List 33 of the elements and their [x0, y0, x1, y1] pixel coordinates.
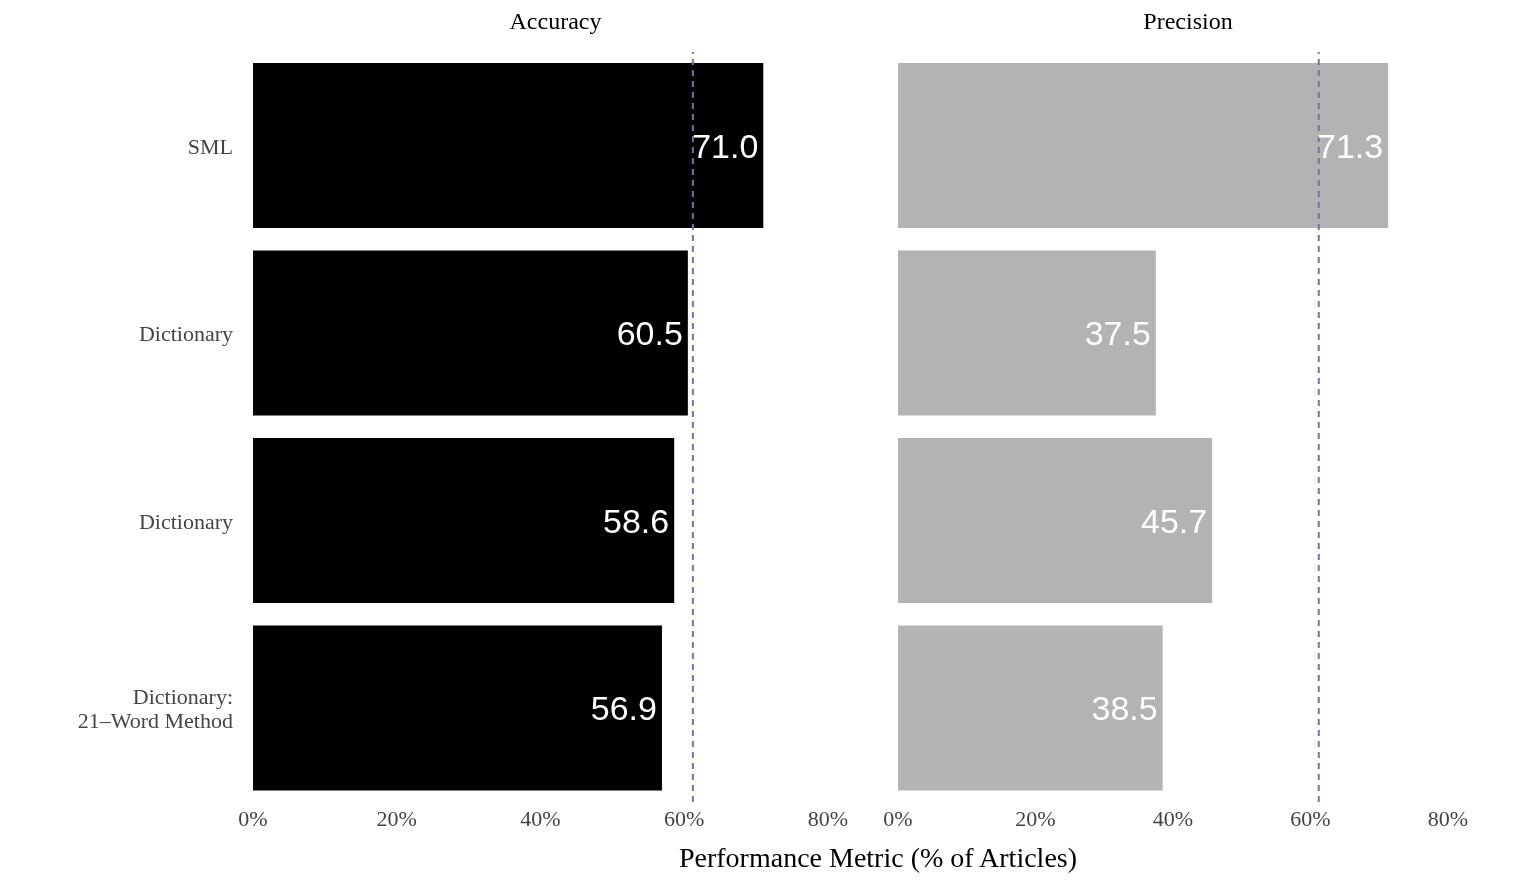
x-tick-label: 40% [520, 805, 561, 831]
data-label: 60.5 [616, 314, 683, 353]
x-tick-label: 40% [1152, 805, 1194, 831]
x-tick-label: 80% [1427, 805, 1469, 831]
x-tick-label: 0% [238, 805, 268, 831]
data-label: 56.9 [590, 689, 657, 728]
x-axis-title: Performance Metric (% of Articles) [677, 842, 1079, 874]
x-tick-label: 60% [664, 805, 705, 831]
bar [898, 625, 1163, 791]
x-tick-label: 80% [807, 805, 849, 831]
bar [253, 438, 675, 603]
data-label: 71.0 [692, 126, 759, 165]
bar [898, 63, 1389, 228]
x-tick-label: 60% [1290, 805, 1331, 831]
bar [253, 625, 662, 791]
x-tick-label: 20% [376, 805, 417, 831]
y-tick-label: Dictionary: 21–Word Method [77, 684, 233, 734]
data-label: 37.5 [1084, 314, 1151, 353]
chart-title: Accuracy [508, 8, 603, 36]
x-tick-label: 20% [1015, 805, 1056, 831]
data-label: 38.5 [1091, 689, 1158, 728]
bar [898, 438, 1213, 603]
bar [253, 250, 688, 416]
y-tick-label: SML [187, 133, 233, 159]
y-tick-label: Dictionary [138, 508, 233, 534]
data-label: 45.7 [1141, 501, 1208, 540]
y-tick-label: Dictionary [138, 321, 233, 347]
bar [253, 63, 764, 228]
data-label: 58.6 [603, 501, 670, 540]
data-label: 71.3 [1317, 126, 1384, 165]
bar [898, 250, 1156, 416]
x-tick-label: 0% [883, 805, 913, 831]
chart-title: Precision [1142, 8, 1234, 36]
